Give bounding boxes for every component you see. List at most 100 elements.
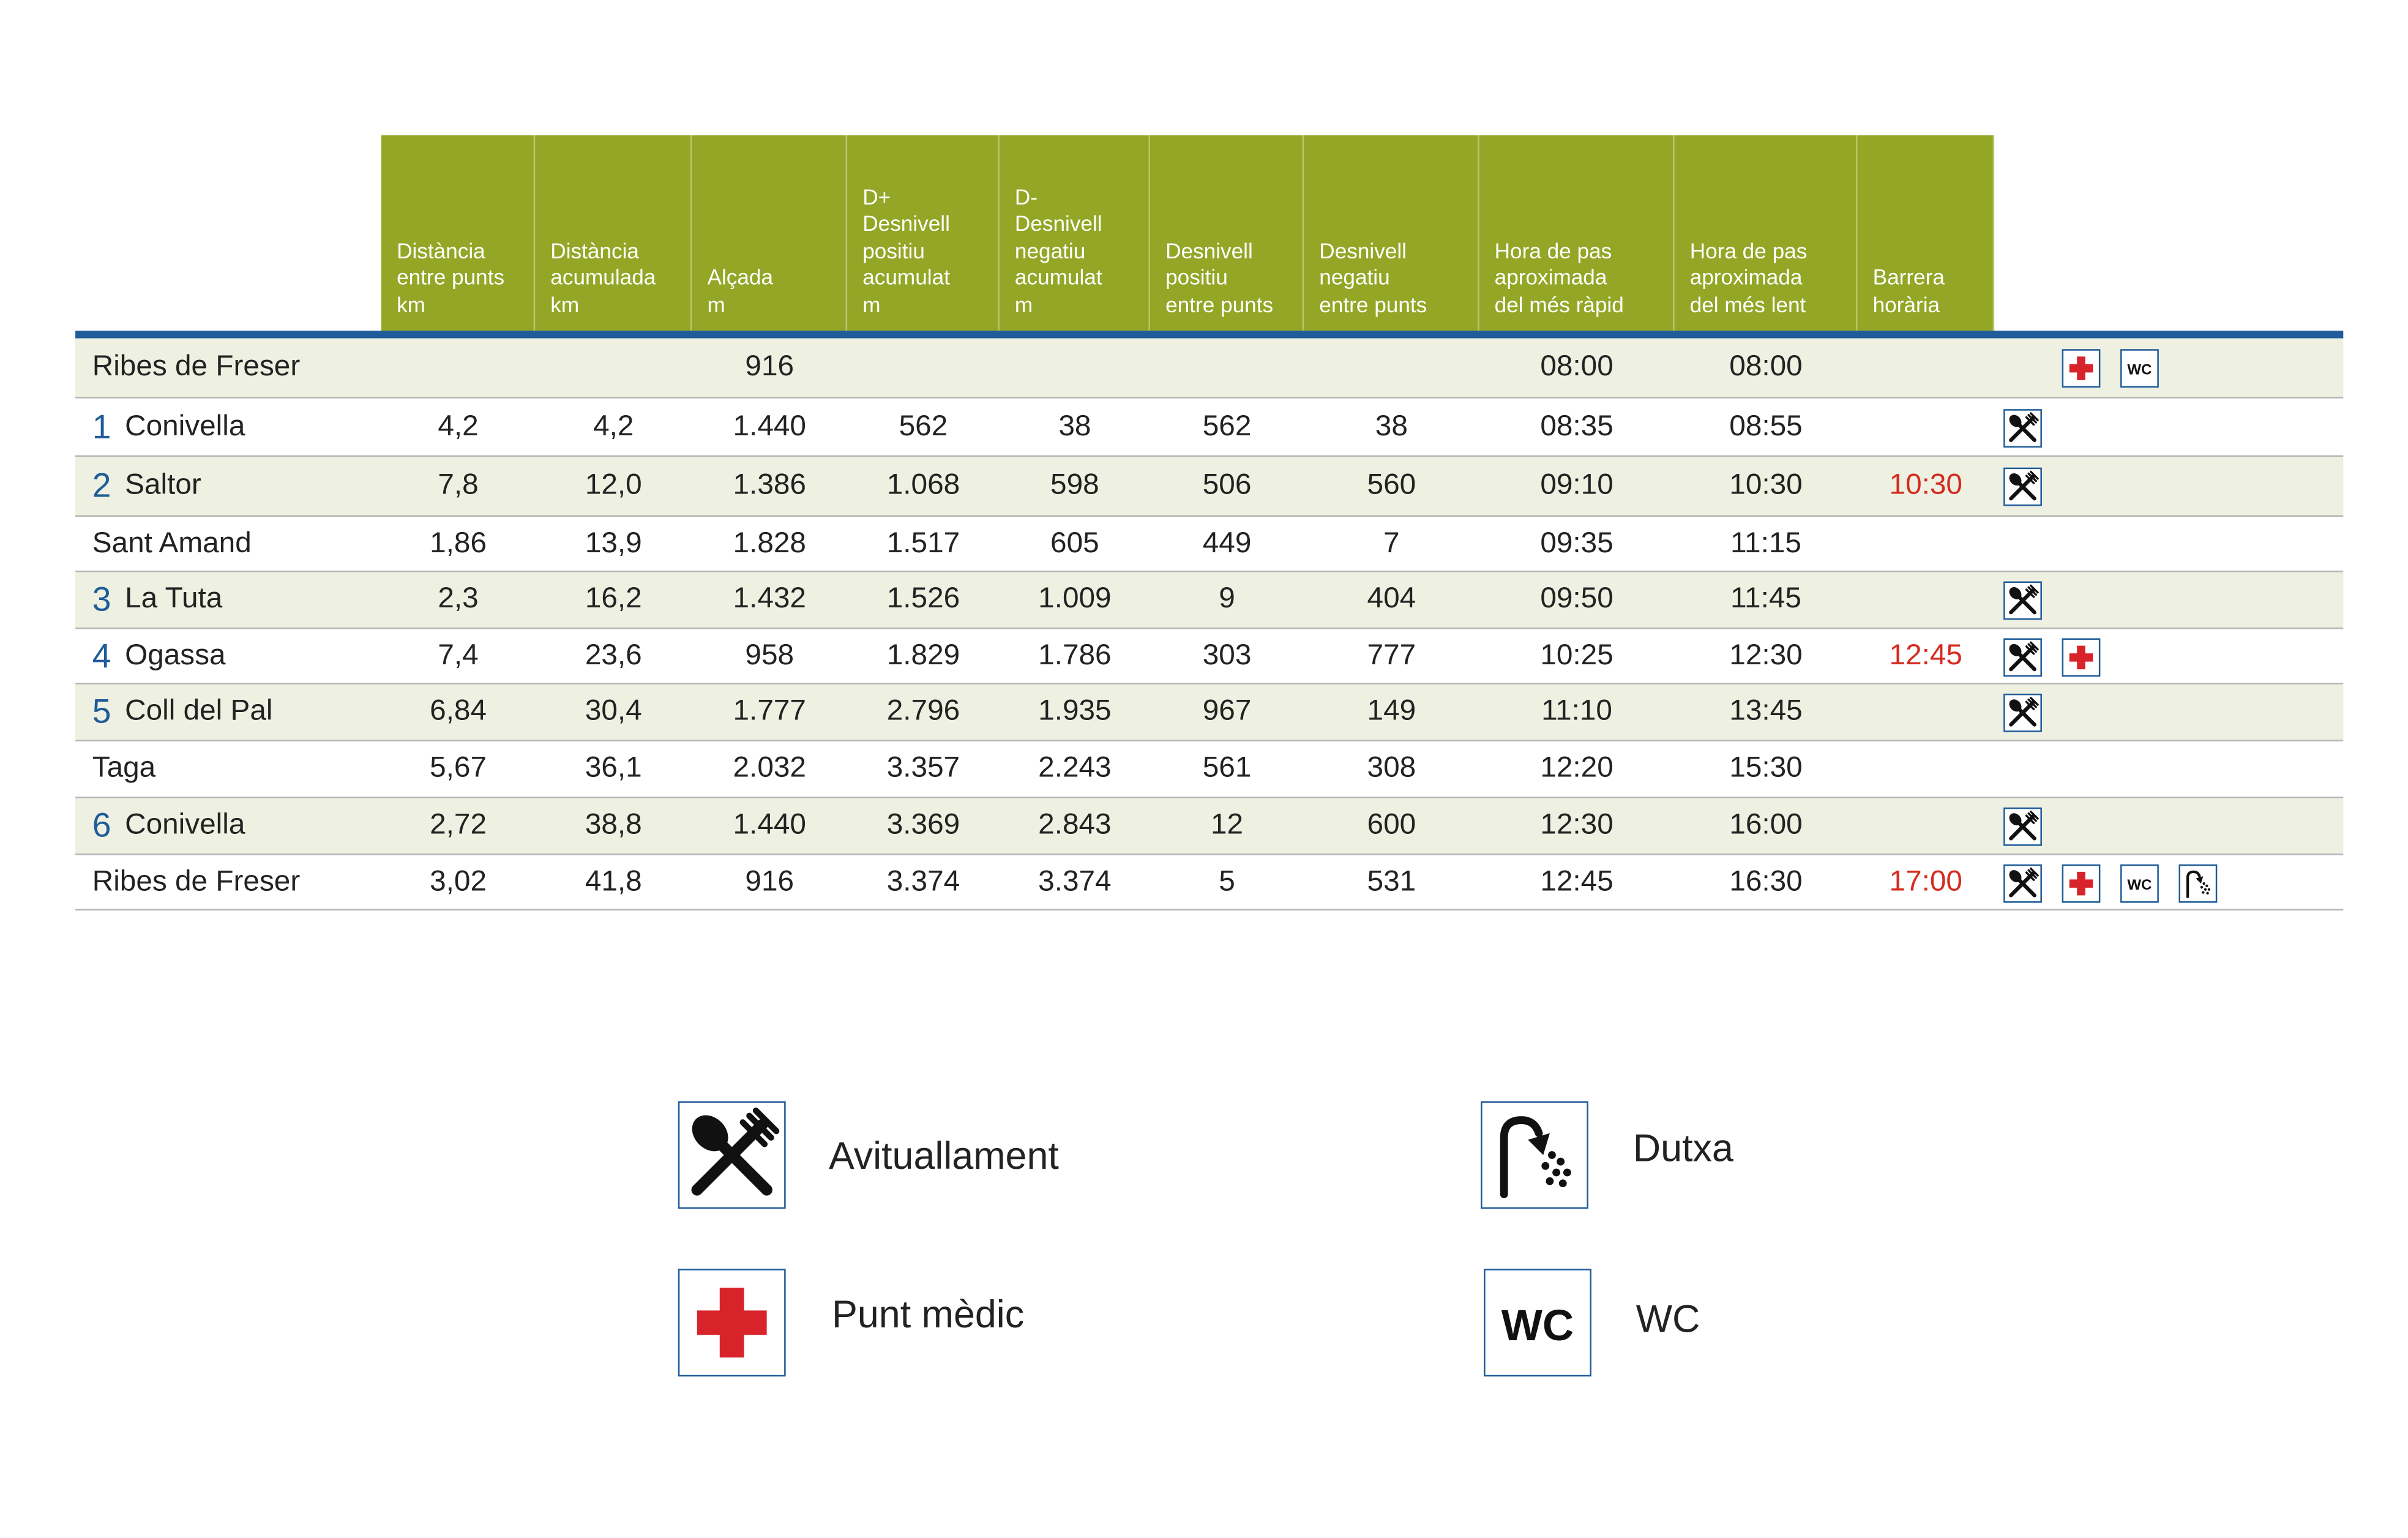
- column-header: Barrera horària: [1857, 135, 1995, 332]
- table-row: Sant Amand 1,86 13,9 1.828 1.517 605 449 7 09:35…: [75, 517, 2344, 572]
- table-cell: 36,1: [585, 752, 642, 785]
- table-cell: 598: [1050, 469, 1099, 501]
- table-cell: 404: [1367, 583, 1416, 615]
- column-header-line: entre punts: [397, 264, 505, 290]
- time-barrier: 12:45: [1889, 639, 1962, 672]
- table-cell: 3.374: [886, 865, 960, 898]
- table-cell: 2,3: [438, 583, 479, 615]
- column-header: Desnivell negatiu entre punts: [1304, 135, 1479, 332]
- table-cell: 5: [1219, 865, 1235, 898]
- table-cell: 4,2: [438, 410, 479, 443]
- column-header-line: acumulat: [862, 264, 950, 290]
- table-cell: 560: [1367, 469, 1416, 501]
- table-cell: 2.032: [733, 752, 806, 785]
- checkpoint-number: 2: [92, 466, 111, 505]
- checkpoint-name: 4 Ogassa: [92, 629, 226, 683]
- table-cell: 1.432: [733, 583, 806, 615]
- food-icon: [2003, 638, 2042, 677]
- table-cell: 38,8: [585, 809, 642, 842]
- column-header-line: acumulada: [550, 264, 656, 290]
- checkpoint-number: 3: [92, 580, 111, 618]
- column-header-line: Desnivell: [862, 211, 950, 236]
- table-cell: 1.517: [886, 527, 960, 560]
- table-cell: 2.796: [886, 695, 960, 728]
- table-cell: 449: [1202, 527, 1252, 560]
- table-cell: 1.935: [1038, 695, 1112, 728]
- table-cell: 09:50: [1540, 583, 1613, 615]
- table-cell: 10:30: [1729, 469, 1803, 501]
- checkpoint-name: 1 Conivella: [92, 399, 245, 456]
- table-row: Taga 5,67 36,1 2.032 3.357 2.243 561 308 12:20 15…: [75, 741, 2344, 798]
- svg-text:WC: WC: [2127, 877, 2152, 893]
- checkpoint-label: Taga: [92, 752, 156, 785]
- table-cell: 506: [1202, 469, 1252, 501]
- checkpoint-label: Conivella: [125, 809, 245, 842]
- table-cell: 12:30: [1540, 809, 1613, 842]
- column-header-line: del més lent: [1689, 291, 1806, 317]
- table-cell: 303: [1202, 639, 1252, 672]
- legend-label: WC: [1636, 1298, 1700, 1341]
- column-header-line: negatiu: [1014, 238, 1086, 263]
- table-cell: 12:45: [1540, 865, 1613, 898]
- table-cell: 1.440: [733, 809, 806, 842]
- table-row: 5 Coll del Pal 6,84 30,4 1.777 2.796 1.935 967 1…: [75, 684, 2344, 741]
- column-header: Alçada m: [692, 135, 848, 332]
- checkpoint-name: 5 Coll del Pal: [92, 685, 273, 740]
- table-row: 2 Saltor 7,8 12,0 1.386 1.068 598 506 560 09:10 10…: [75, 457, 2344, 517]
- column-header-line: m: [707, 291, 725, 317]
- table-cell: 12:20: [1540, 752, 1613, 785]
- table-cell: 308: [1367, 752, 1416, 785]
- column-header-line: aproximada: [1494, 264, 1607, 290]
- table-cell: 1.526: [886, 583, 960, 615]
- table-cell: 1.386: [733, 469, 806, 501]
- table-cell: 16:30: [1729, 865, 1803, 898]
- table-cell: 11:15: [1730, 527, 1801, 560]
- table-cell: 2.843: [1038, 809, 1112, 842]
- table-cell: 2.243: [1038, 752, 1112, 785]
- food-icon: [2003, 693, 2042, 732]
- column-header-line: km: [397, 291, 425, 317]
- legend-label: Avituallament: [828, 1135, 1059, 1179]
- table-cell: 916: [745, 865, 795, 898]
- medical-icon: [678, 1269, 786, 1377]
- table-cell: 2,72: [430, 809, 487, 842]
- checkpoint-name: 2 Saltor: [92, 457, 201, 515]
- checkpoint-label: La Tuta: [125, 583, 223, 615]
- checkpoint-label: Saltor: [125, 469, 201, 501]
- food-icon: [678, 1101, 786, 1209]
- table-cell: 1.440: [733, 410, 806, 443]
- table-cell: 561: [1202, 752, 1252, 785]
- table-cell: 08:00: [1729, 350, 1803, 383]
- column-header: Hora de pas aproximada del més lent: [1674, 135, 1858, 332]
- table-cell: 531: [1367, 865, 1416, 898]
- table-cell: 777: [1367, 639, 1416, 672]
- checkpoint-name: Ribes de Freser: [92, 339, 301, 397]
- column-header-line: acumulat: [1014, 264, 1102, 290]
- table-cell: 562: [1202, 410, 1252, 443]
- medical-icon: [2062, 349, 2101, 388]
- table-cell: 3.369: [886, 809, 960, 842]
- wc-icon: WC: [2120, 864, 2159, 903]
- food-icon: [2003, 581, 2042, 620]
- table-cell: 1.829: [886, 639, 960, 672]
- food-icon: [2003, 864, 2042, 903]
- checkpoint-name: Sant Amand: [92, 517, 252, 571]
- checkpoint-number: 6: [92, 806, 111, 845]
- table-cell: 08:55: [1729, 410, 1803, 443]
- table-row: 6 Conivella 2,72 38,8 1.440 3.369 2.843 12 600 12…: [75, 798, 2344, 855]
- table-cell: 562: [899, 410, 948, 443]
- table-cell: 38: [1058, 410, 1091, 443]
- checkpoint-name: Ribes de Freser: [92, 855, 301, 909]
- table-row: Ribes de Freser 916 08:00 08:00 WC: [75, 338, 2344, 399]
- table-cell: 7: [1383, 527, 1400, 560]
- column-header-line: entre punts: [1319, 291, 1427, 317]
- column-header: Desnivell positiu entre punts: [1150, 135, 1304, 332]
- table-cell: 1.786: [1038, 639, 1112, 672]
- shower-icon: [2178, 864, 2218, 903]
- table-cell: 3,02: [430, 865, 487, 898]
- checkpoint-label: Sant Amand: [92, 527, 252, 560]
- table-cell: 09:35: [1540, 527, 1613, 560]
- table-cell: 3.374: [1038, 865, 1112, 898]
- food-icon: [2003, 409, 2042, 448]
